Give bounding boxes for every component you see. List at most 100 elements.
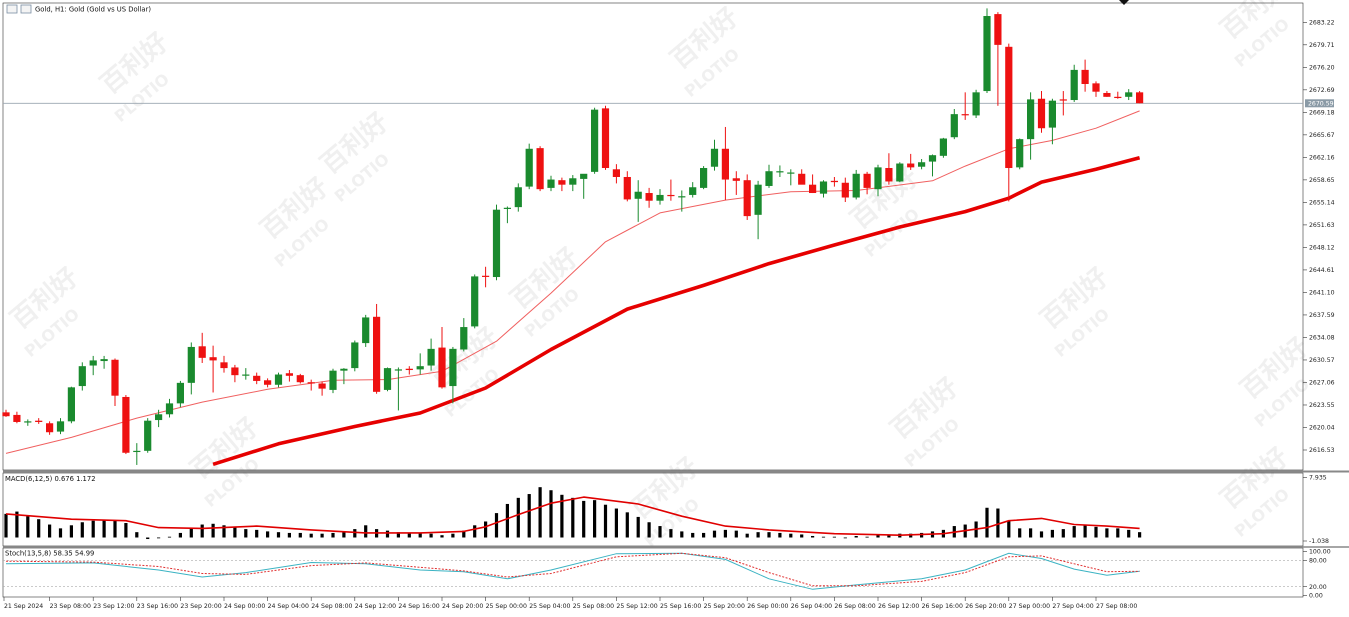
- macd-label: MACD(6,12,5) 0.676 1.172: [5, 475, 96, 483]
- y-tick-label: 2665.67: [1309, 132, 1335, 139]
- y-tick-label: 2676.20: [1309, 65, 1335, 72]
- macd-histogram-bar: [985, 507, 989, 538]
- candle: [144, 418, 152, 453]
- candle: [67, 386, 75, 424]
- candle-body: [471, 276, 479, 327]
- macd-histogram-bar: [538, 487, 542, 538]
- x-tick-label: 25 Sep 00:00: [486, 603, 527, 610]
- x-tick-label: 26 Sep 16:00: [922, 603, 963, 610]
- candle: [939, 137, 947, 158]
- current-price-tag: 2670.59: [1305, 99, 1334, 107]
- candle-body: [482, 275, 490, 277]
- candle-body: [994, 14, 1002, 45]
- candle-body: [765, 171, 773, 186]
- candle-body: [950, 114, 958, 138]
- candle-body: [503, 207, 511, 209]
- macd-histogram-bar: [887, 534, 891, 538]
- candle: [405, 366, 413, 375]
- macd-histogram-bar: [37, 519, 41, 538]
- candle: [253, 372, 261, 385]
- x-tick-label: 24 Sep 04:00: [268, 603, 309, 610]
- x-tick-label: 24 Sep 12:00: [355, 603, 396, 610]
- macd-histogram-bar: [211, 523, 215, 538]
- candle: [787, 169, 795, 186]
- candle: [765, 164, 773, 188]
- candle: [569, 175, 577, 192]
- macd-panel: 7.935 -1.038: [4, 475, 1329, 545]
- x-tick-label: 23 Sep 20:00: [180, 603, 221, 610]
- candle-body: [721, 148, 729, 180]
- x-tick-label: 23 Sep 12:00: [93, 603, 134, 610]
- macd-histogram-bar: [26, 516, 30, 538]
- candle-body: [558, 180, 566, 185]
- candle: [318, 381, 326, 396]
- candle: [264, 378, 272, 388]
- candle-body: [885, 168, 893, 182]
- candle: [296, 373, 304, 384]
- y-tick-label: 2662.16: [1309, 155, 1335, 162]
- candle: [1037, 91, 1046, 133]
- candle-body: [405, 368, 413, 371]
- y-tick-label: 100.00: [1309, 549, 1331, 556]
- candle: [155, 409, 163, 428]
- candle: [438, 327, 446, 389]
- candle-body: [383, 368, 392, 390]
- candle-body: [111, 359, 119, 396]
- chart-type-icon[interactable]: [6, 4, 18, 14]
- macd-histogram-bar: [135, 532, 139, 538]
- candle-body: [961, 114, 969, 116]
- candle-body: [89, 360, 97, 366]
- candle-body: [547, 179, 555, 188]
- candle: [721, 126, 729, 201]
- candle: [710, 139, 719, 171]
- macd-histogram-bar: [80, 522, 84, 538]
- candle: [329, 368, 337, 394]
- candle: [176, 380, 184, 408]
- candle-body: [983, 16, 991, 92]
- candle: [187, 342, 195, 395]
- candle-body: [460, 327, 468, 350]
- candle: [536, 146, 544, 192]
- current-price-label: 2670.59: [1308, 100, 1334, 107]
- candle: [460, 318, 468, 352]
- candle: [928, 154, 937, 177]
- macd-histogram-bar: [255, 529, 259, 538]
- stoch-signal-line: [5, 552, 1140, 587]
- candle-body: [1016, 139, 1024, 168]
- candle-body: [35, 420, 43, 422]
- macd-histogram-bar: [603, 504, 608, 538]
- candle-body: [1027, 99, 1035, 140]
- y-tick-label: 2627.06: [1309, 380, 1335, 387]
- y-tick-label: 2669.18: [1309, 110, 1335, 117]
- y-tick-label: 2651.63: [1309, 222, 1335, 229]
- x-tick-label: 25 Sep 16:00: [660, 603, 701, 610]
- macd-histogram-bar: [200, 524, 204, 538]
- y-tick-label: 2658.65: [1309, 177, 1335, 184]
- candle: [591, 107, 599, 174]
- macd-histogram-bar: [832, 536, 836, 538]
- candle-body: [863, 173, 871, 188]
- candle: [798, 169, 806, 185]
- macd-histogram-bar: [15, 511, 19, 538]
- shift-marker-icon[interactable]: [1119, 0, 1129, 5]
- macd-histogram-bar: [233, 526, 237, 538]
- candle: [1092, 81, 1100, 97]
- macd-histogram-bar: [821, 536, 826, 538]
- stoch-main-line: [5, 552, 1140, 590]
- candle-body: [514, 187, 522, 208]
- x-tick-label: 25 Sep 08:00: [573, 603, 614, 610]
- macd-histogram-bar: [636, 516, 640, 538]
- symbol-icon[interactable]: [20, 4, 32, 14]
- y-tick-label: 2641.10: [1309, 290, 1335, 297]
- macd-histogram-bar: [614, 508, 618, 538]
- chart-header: Gold, H1: Gold (Gold vs US Dollar): [6, 4, 151, 14]
- candle: [242, 368, 250, 380]
- candle-body: [809, 184, 817, 194]
- y-tick-label: 2623.55: [1309, 402, 1335, 409]
- macd-histogram-bar: [647, 522, 651, 538]
- candle-body: [634, 191, 642, 199]
- x-tick-label: 24 Sep 20:00: [442, 603, 483, 610]
